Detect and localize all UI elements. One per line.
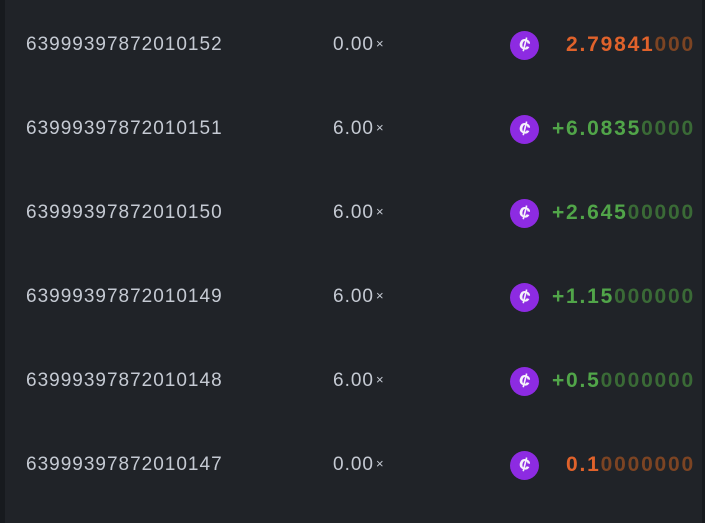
bet-row[interactable]: 63999397872010147 0.00 × ¢ 0.10000000	[0, 423, 705, 507]
multiplier-value: 6.00	[333, 370, 374, 391]
multiplier-times-sign: ×	[375, 36, 384, 51]
currency-coin-icon: ¢	[510, 114, 539, 144]
bet-id: 63999397872010149	[26, 286, 223, 307]
payout-trailing-zeros: 0000000	[600, 369, 695, 392]
cent-sign-glyph: ¢	[516, 116, 533, 142]
multiplier-times-sign: ×	[375, 120, 384, 135]
multiplier-times-sign: ×	[375, 204, 384, 219]
payout-trailing-zeros: 000	[654, 33, 695, 56]
bet-row[interactable]: 63999397872010150 6.00 × ¢ +2.64500000	[0, 171, 705, 255]
payout-significant-digits: +0.5	[551, 369, 601, 392]
bet-history-list: 63999397872010152 0.00 × ¢ 2.79841000 639…	[0, 3, 705, 507]
bet-id: 63999397872010148	[26, 370, 223, 391]
bet-payout: ¢ +2.64500000	[510, 198, 695, 228]
cent-sign-glyph: ¢	[516, 284, 533, 310]
multiplier-value: 6.00	[333, 202, 374, 223]
bet-multiplier: 6.00 ×	[333, 118, 384, 140]
bet-payout-amount: +1.15000000	[539, 285, 695, 309]
currency-coin-icon: ¢	[510, 366, 539, 396]
payout-significant-digits: +2.645	[551, 201, 628, 224]
multiplier-times-sign: ×	[375, 456, 384, 471]
bet-id: 63999397872010151	[26, 118, 223, 139]
bet-payout: ¢ +0.50000000	[510, 366, 695, 396]
payout-significant-digits: +6.0835	[551, 117, 642, 140]
payout-trailing-zeros: 0000000	[600, 453, 695, 476]
currency-coin-icon: ¢	[510, 282, 539, 312]
bet-id: 63999397872010152	[26, 34, 223, 55]
cent-sign-glyph: ¢	[516, 368, 533, 394]
panel-left-edge	[0, 0, 5, 523]
bet-multiplier: 0.00 ×	[333, 454, 384, 476]
bet-payout-amount: 2.79841000	[539, 33, 695, 57]
bet-payout-amount: 0.10000000	[539, 453, 695, 477]
currency-coin-icon: ¢	[510, 30, 539, 60]
cent-sign-glyph: ¢	[516, 452, 533, 478]
payout-significant-digits: +1.15	[551, 285, 615, 308]
payout-trailing-zeros: 0000	[641, 117, 695, 140]
cent-sign-glyph: ¢	[516, 32, 533, 58]
bet-row[interactable]: 63999397872010151 6.00 × ¢ +6.08350000	[0, 87, 705, 171]
multiplier-times-sign: ×	[375, 288, 384, 303]
multiplier-value: 6.00	[333, 118, 374, 139]
currency-coin-icon: ¢	[510, 450, 539, 480]
multiplier-times-sign: ×	[375, 372, 384, 387]
bet-row[interactable]: 63999397872010152 0.00 × ¢ 2.79841000	[0, 3, 705, 87]
bet-payout: ¢ 0.10000000	[510, 450, 695, 480]
bet-payout-amount: +0.50000000	[539, 369, 695, 393]
multiplier-value: 0.00	[333, 454, 374, 475]
bet-multiplier: 0.00 ×	[333, 34, 384, 56]
bet-multiplier: 6.00 ×	[333, 202, 384, 224]
bet-row[interactable]: 63999397872010149 6.00 × ¢ +1.15000000	[0, 255, 705, 339]
payout-trailing-zeros: 000000	[614, 285, 695, 308]
bet-payout-amount: +6.08350000	[539, 117, 695, 141]
bet-multiplier: 6.00 ×	[333, 370, 384, 392]
currency-coin-icon: ¢	[510, 198, 539, 228]
bet-payout-amount: +2.64500000	[539, 201, 695, 225]
payout-significant-digits: 2.79841	[566, 33, 655, 56]
bet-multiplier: 6.00 ×	[333, 286, 384, 308]
bet-id: 63999397872010147	[26, 454, 223, 475]
payout-trailing-zeros: 00000	[627, 201, 695, 224]
bet-payout: ¢ +6.08350000	[510, 114, 695, 144]
bet-payout: ¢ +1.15000000	[510, 282, 695, 312]
multiplier-value: 6.00	[333, 286, 374, 307]
bet-payout: ¢ 2.79841000	[510, 30, 695, 60]
payout-significant-digits: 0.1	[566, 453, 601, 476]
bet-row[interactable]: 63999397872010148 6.00 × ¢ +0.50000000	[0, 339, 705, 423]
multiplier-value: 0.00	[333, 34, 374, 55]
panel-right-edge	[702, 0, 705, 523]
cent-sign-glyph: ¢	[516, 200, 533, 226]
bet-id: 63999397872010150	[26, 202, 223, 223]
